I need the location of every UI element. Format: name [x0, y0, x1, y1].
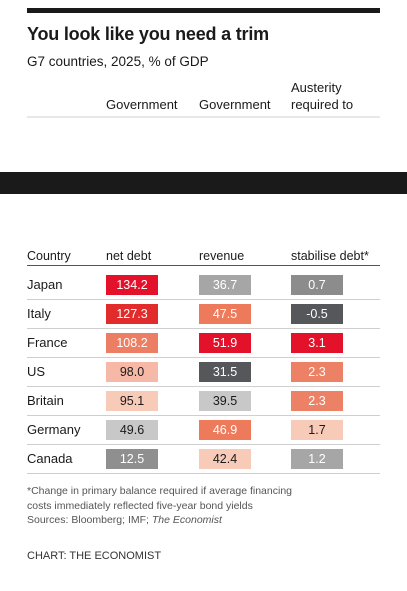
- cell-britain-3: 2.3: [291, 391, 343, 411]
- row-label-britain: Britain: [27, 393, 64, 408]
- chart-title: You look like you need a trim: [27, 24, 269, 44]
- cell-japan-1: 134.2: [106, 275, 158, 295]
- row-label-canada: Canada: [27, 451, 73, 466]
- cell-us-2: 31.5: [199, 362, 251, 382]
- cell-canada-2: 42.4: [199, 449, 251, 469]
- cell-france-2: 51.9: [199, 333, 251, 353]
- row-label-japan: Japan: [27, 277, 63, 292]
- row-divider: [27, 299, 380, 300]
- top-header-col3-line1: Austerity: [291, 80, 342, 95]
- footnote-line-1: *Change in primary balance required if a…: [27, 485, 292, 497]
- top-header-col2: Government: [199, 97, 271, 112]
- sources-economist: The Economist: [151, 514, 222, 526]
- row-label-france: France: [27, 335, 68, 350]
- row-divider: [27, 444, 380, 445]
- cell-germany-2: 46.9: [199, 420, 251, 440]
- black-band: [0, 172, 407, 194]
- cell-france-1: 108.2: [106, 333, 158, 353]
- chart-credit: CHART: THE ECONOMIST: [27, 550, 162, 562]
- cell-france-3: 3.1: [291, 333, 343, 353]
- row-divider: [27, 386, 380, 387]
- header-rule: [27, 265, 380, 266]
- sources: Sources: Bloomberg; IMF; The Economist: [27, 513, 292, 528]
- column-header-revenue: revenue: [199, 249, 245, 263]
- footnote: *Change in primary balance required if a…: [27, 484, 292, 528]
- top-header-col1: Government: [106, 97, 178, 112]
- cell-canada-3: 1.2: [291, 449, 343, 469]
- cell-britain-2: 39.5: [199, 391, 251, 411]
- cell-germany-1: 49.6: [106, 420, 158, 440]
- footnote-line-2: costs immediately reflected five-year bo…: [27, 499, 253, 512]
- row-label-italy: Italy: [27, 306, 51, 321]
- cell-italy-2: 47.5: [199, 304, 251, 324]
- top-rule: [27, 8, 380, 13]
- row-divider: [27, 328, 380, 329]
- cell-italy-3: -0.5: [291, 304, 343, 324]
- cell-us-3: 2.3: [291, 362, 343, 382]
- row-label-us: US: [27, 364, 46, 379]
- chart-subtitle: G7 countries, 2025, % of GDP: [27, 54, 209, 69]
- row-divider: [27, 473, 380, 474]
- cropped-row-fragment: [27, 113, 380, 121]
- row-divider: [27, 357, 380, 358]
- column-header-net-debt: net debt: [106, 249, 152, 263]
- cell-britain-1: 95.1: [106, 391, 158, 411]
- row-label-germany: Germany: [27, 422, 81, 437]
- cell-us-1: 98.0: [106, 362, 158, 382]
- cell-germany-3: 1.7: [291, 420, 343, 440]
- cell-canada-1: 12.5: [106, 449, 158, 469]
- top-header-col3-line2: required to: [291, 97, 354, 112]
- column-header-stabilise-debt: stabilise debt*: [291, 249, 369, 263]
- cell-japan-3: 0.7: [291, 275, 343, 295]
- row-divider: [27, 415, 380, 416]
- cell-italy-1: 127.3: [106, 304, 158, 324]
- column-header-country: Country: [27, 249, 71, 263]
- sources-prefix: Sources: Bloomberg; IMF;: [27, 514, 152, 526]
- cell-japan-2: 36.7: [199, 275, 251, 295]
